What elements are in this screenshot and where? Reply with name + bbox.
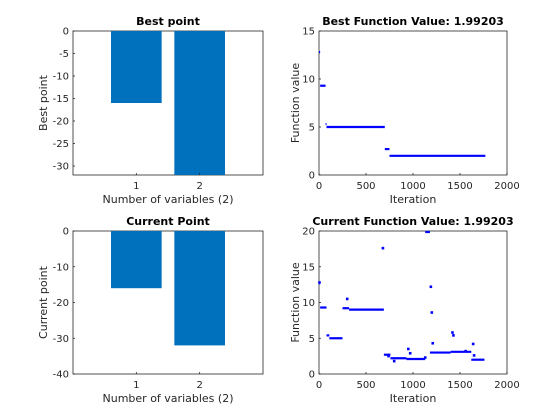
y-tick-label: 0 bbox=[63, 27, 69, 38]
plot-area bbox=[318, 230, 508, 375]
x-axis-label: Iteration bbox=[390, 193, 437, 206]
y-tick-label: -30 bbox=[53, 162, 69, 173]
data-point-6 bbox=[407, 347, 410, 351]
y-tick-label: -10 bbox=[53, 72, 69, 83]
y-tick-label: -30 bbox=[53, 334, 69, 345]
y-tick-label: 5 bbox=[309, 334, 315, 345]
y-axis-label: Function value bbox=[289, 63, 302, 144]
data-point-7 bbox=[408, 351, 412, 355]
y-tick-label: 15 bbox=[302, 262, 315, 273]
data-point-13 bbox=[452, 334, 455, 337]
data-point-8 bbox=[423, 356, 427, 359]
x-tick-label: 500 bbox=[356, 380, 375, 391]
bar-1 bbox=[111, 231, 162, 289]
y-tick-label: 20 bbox=[302, 227, 315, 238]
panel-best-function-value: 0 500 1000 1500 2000 0 5 10 15 Best Function Valu… bbox=[289, 15, 520, 206]
chart-title: Current Function Value: 1.99203 bbox=[312, 215, 513, 228]
data-point-12 bbox=[451, 331, 454, 334]
y-tick-label: -25 bbox=[53, 139, 69, 150]
y-tick-label: 0 bbox=[63, 227, 69, 238]
data-point-15 bbox=[471, 342, 475, 346]
y-tick-label: -40 bbox=[53, 370, 69, 381]
panel-best-point: 1 2 0 -5 -10 -15 -20 -25 -30 Best point Number of … bbox=[37, 15, 264, 206]
y-tick-label: 0 bbox=[309, 370, 315, 381]
y-axis-label: Current point bbox=[37, 265, 50, 339]
plot-area bbox=[72, 230, 264, 375]
bar-2 bbox=[174, 31, 225, 175]
y-tick-label: 10 bbox=[302, 298, 315, 309]
data-point-4 bbox=[387, 354, 390, 358]
bar-1 bbox=[111, 31, 162, 103]
x-tick-label: 2000 bbox=[494, 181, 519, 192]
y-tick-label: -20 bbox=[53, 298, 69, 309]
panel-current-point: 1 2 0 -10 -20 -30 -40 Current Point Number of va… bbox=[37, 215, 264, 405]
y-tick-label: 0 bbox=[309, 171, 315, 182]
y-tick-label: 15 bbox=[302, 27, 315, 38]
data-point-16 bbox=[472, 354, 476, 357]
chart-title: Best Function Value: 1.99203 bbox=[322, 15, 504, 28]
y-axis-label: Best point bbox=[37, 74, 50, 131]
y-tick-label: -5 bbox=[59, 49, 69, 60]
chart-title: Current Point bbox=[126, 215, 210, 228]
x-tick-label: 2000 bbox=[494, 380, 519, 391]
y-tick-label: -15 bbox=[53, 94, 69, 105]
x-tick-label: 1000 bbox=[400, 380, 425, 391]
x-tick-label: 0 bbox=[316, 181, 322, 192]
plot-area bbox=[318, 30, 508, 176]
x-axis-label: Number of variables (2) bbox=[103, 193, 234, 206]
x-tick-label: 1 bbox=[133, 380, 139, 391]
x-tick-label: 500 bbox=[356, 181, 375, 192]
y-tick-label: -10 bbox=[53, 262, 69, 273]
x-tick-label: 1500 bbox=[447, 380, 472, 391]
y-axis-label: Function value bbox=[289, 262, 302, 343]
x-axis-label: Iteration bbox=[390, 392, 437, 405]
data-point-10 bbox=[430, 311, 434, 314]
chart-title: Best point bbox=[136, 15, 200, 28]
data-point-3 bbox=[381, 246, 385, 250]
data-point-11 bbox=[431, 341, 435, 345]
x-axis-label: Number of variables (2) bbox=[103, 392, 234, 405]
x-tick-label: 1000 bbox=[400, 181, 425, 192]
y-tick-label: -20 bbox=[53, 117, 69, 128]
data-point-5 bbox=[392, 359, 396, 363]
y-tick-label: 5 bbox=[309, 123, 315, 134]
x-tick-label: 2 bbox=[196, 380, 202, 391]
x-tick-label: 2 bbox=[196, 181, 202, 192]
x-tick-label: 1 bbox=[133, 181, 139, 192]
x-tick-label: 1500 bbox=[447, 181, 472, 192]
data-point-9 bbox=[429, 285, 433, 289]
bar-2 bbox=[174, 231, 225, 346]
data-point-1 bbox=[318, 281, 321, 284]
data-point-2 bbox=[345, 297, 349, 301]
x-tick-label: 0 bbox=[316, 380, 322, 391]
data-point-14 bbox=[464, 349, 467, 353]
y-tick-label: 10 bbox=[302, 75, 315, 86]
plot-area bbox=[72, 30, 264, 176]
